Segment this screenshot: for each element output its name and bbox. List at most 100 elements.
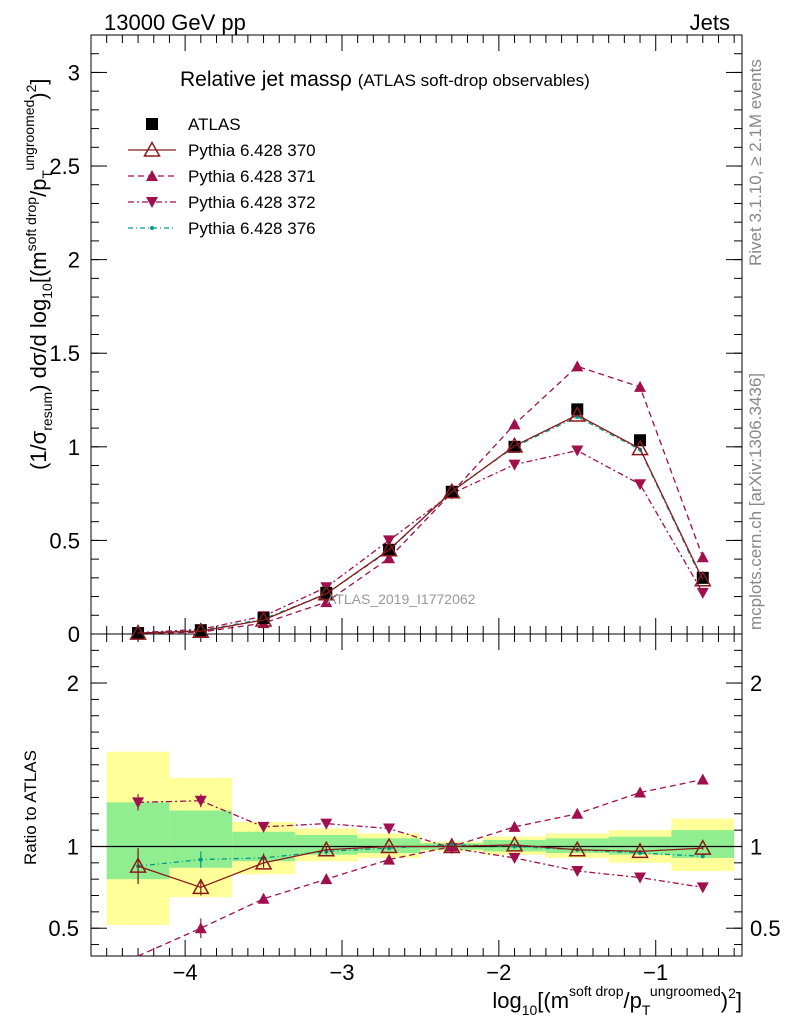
main-line-pythia-6-428-371: [138, 365, 704, 635]
main-y-tick-label: 1: [68, 435, 80, 460]
ratio-line-pythia-6-428-370: [137, 844, 703, 889]
ratio-band-inner: [671, 830, 735, 858]
main-y-tick-label: 1.5: [49, 341, 80, 366]
plot-title: Relative jet massρ (ATLAS soft-drop obse…: [180, 68, 590, 91]
ratio-y-tick-label-right: 2: [750, 671, 762, 696]
header-left: 13000 GeV pp: [104, 10, 246, 35]
ratio-point-pythia-6-428-370: [694, 839, 712, 855]
ratio-point-pythia-6-428-370: [505, 835, 524, 852]
main-point-pythia-6-428-371: [571, 360, 584, 372]
ratio-point-pythia-6-428-371: [634, 786, 647, 798]
ratio-point-pythia-6-428-372: [194, 795, 207, 807]
ratio-band-inner: [294, 835, 358, 855]
ratio-point-pythia-6-428-372: [320, 818, 333, 830]
main-y-tick-label: 3: [68, 60, 80, 85]
ratio-y-tick-label: 1: [67, 834, 79, 859]
ratio-series: [129, 773, 712, 957]
main-axes: 0 0.5 1 1.5 2 2.5 3: [49, 34, 743, 647]
legend: ATLAS Pythia 6.428 370 Pythia 6.428 371 Pyt…: [128, 115, 316, 238]
main-point-pythia-6-428-370: [129, 624, 147, 640]
main-y-tick-label: 0: [68, 622, 80, 647]
ratio-y-tick-label-right: 0.5: [750, 916, 781, 941]
main-line-pythia-6-428-372: [138, 449, 704, 634]
ratio-line-pythia-6-428-376: [137, 844, 703, 867]
main-point-pythia-6-428-370: [380, 540, 398, 557]
ratio-point-pythia-6-428-371: [508, 820, 521, 832]
main-y-axis-label: (1/σresum) dσ/d log10[(msoft drop/pTungr…: [21, 78, 55, 470]
main-point-pythia-6-428-370: [568, 405, 587, 422]
main-point-pythia-6-428-371: [508, 418, 521, 430]
ratio-point-pythia-6-428-371: [194, 922, 207, 934]
plot-title-sub: (ATLAS soft-drop observables): [358, 71, 590, 90]
ratio-line-pythia-6-428-371: [137, 778, 703, 957]
ratio-point-pythia-6-428-370: [317, 840, 336, 857]
ratio-point-pythia-6-428-371: [320, 873, 333, 885]
ratio-y-axis-label: Ratio to ATLAS: [21, 750, 40, 865]
ratio-y-tick-label: 2: [67, 671, 79, 696]
legend-marker-pythia-6-428-370: [143, 140, 161, 157]
legend-label-pythia-6-428-372: Pythia 6.428 372: [188, 193, 316, 212]
legend-marker-atlas: [146, 118, 158, 130]
main-point-pythia-6-428-370: [443, 482, 461, 499]
ratio-point-pythia-6-428-370: [380, 837, 398, 854]
ratio-point-pythia-6-428-371: [696, 773, 709, 785]
mcplots-label: mcplots.cern.ch [arXiv:1306.3436]: [746, 373, 765, 630]
plot-title-main: Relative jet massρ: [180, 68, 352, 91]
x-tick-label: −2: [486, 960, 511, 985]
header-right: Jets: [690, 10, 730, 35]
ratio-point-pythia-6-428-372: [508, 852, 521, 864]
legend-label-pythia-6-428-370: Pythia 6.428 370: [188, 141, 316, 160]
x-axis-label: log10[(msoft drop/pTungroomed)2]: [492, 983, 742, 1018]
main-point-pythia-6-428-371: [320, 596, 333, 608]
legend-label-pythia-6-428-376: Pythia 6.428 376: [188, 219, 316, 238]
ratio-point-pythia-6-428-376: [198, 857, 203, 862]
main-point-pythia-6-428-370: [317, 584, 336, 601]
ratio-point-pythia-6-428-372: [696, 882, 709, 894]
legend-label-atlas: ATLAS: [188, 115, 241, 134]
main-point-pythia-6-428-370: [505, 436, 524, 453]
ratio-point-pythia-6-428-370: [568, 840, 587, 857]
ratio-point-pythia-6-428-370: [631, 842, 649, 859]
ratio-point-pythia-6-428-372: [257, 821, 270, 833]
legend-marker-pythia-6-428-372: [146, 197, 158, 208]
main-point-pythia-6-428-372: [696, 587, 709, 599]
main-point-atlas: [194, 624, 207, 637]
x-tick-label: −1: [643, 960, 668, 985]
ratio-y-tick-label-right: 1: [750, 834, 762, 859]
analysis-watermark: ATLAS_2019_I1772062: [327, 591, 476, 607]
main-point-pythia-6-428-370: [631, 439, 649, 456]
main-point-pythia-6-428-371: [696, 551, 709, 563]
main-series: [129, 360, 712, 640]
ratio-point-pythia-6-428-370: [192, 878, 210, 895]
main-point-pythia-6-428-372: [508, 459, 521, 471]
main-point-pythia-6-428-371: [634, 380, 647, 392]
main-point-pythia-6-428-370: [254, 610, 273, 627]
main-point-pythia-6-428-370: [694, 570, 712, 587]
ratio-point-pythia-6-428-372: [383, 823, 396, 835]
main-point-pythia-6-428-372: [634, 479, 647, 491]
ratio-point-pythia-6-428-371: [571, 807, 584, 819]
ratio-point-pythia-6-428-376: [700, 854, 705, 859]
main-line-pythia-6-428-370: [138, 414, 704, 634]
x-tick-label: −3: [329, 960, 354, 985]
ratio-point-pythia-6-428-370: [443, 837, 461, 854]
ratio-point-pythia-6-428-370: [129, 857, 147, 873]
ratio-line-pythia-6-428-372: [138, 800, 703, 888]
main-y-tick-label: 2: [68, 248, 80, 273]
main-point-pythia-6-428-371: [383, 552, 396, 564]
main-point-pythia-6-428-372: [571, 445, 584, 457]
main-y-tick-label: 2.5: [49, 154, 80, 179]
ratio-point-pythia-6-428-372: [634, 872, 647, 884]
main-point-atlas: [320, 586, 333, 599]
legend-label-pythia-6-428-371: Pythia 6.428 371: [188, 167, 316, 186]
ratio-point-pythia-6-428-372: [571, 866, 584, 878]
legend-marker-pythia-6-428-371: [146, 170, 158, 181]
ratio-point-pythia-6-428-371: [383, 853, 396, 865]
legend-marker-pythia-6-428-376: [150, 226, 154, 230]
ratio-frame: [90, 633, 743, 957]
ratio-point-pythia-6-428-370: [254, 853, 273, 870]
main-point-pythia-6-428-370: [192, 622, 210, 638]
ratio-y-tick-label: 0.5: [48, 916, 79, 941]
x-tick-label: −4: [173, 960, 198, 985]
